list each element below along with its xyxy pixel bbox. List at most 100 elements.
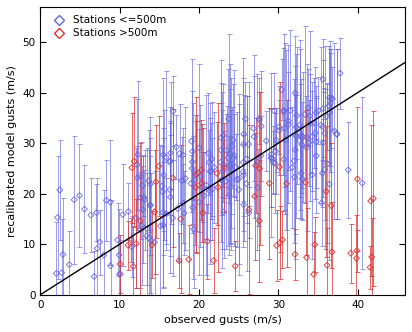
Point [276, 128, 283, 133]
Point [147, 182, 154, 187]
Point [318, 200, 325, 206]
Point [333, 131, 340, 137]
Point [232, 164, 239, 170]
Point [246, 210, 252, 215]
Point [281, 125, 288, 131]
Point [138, 223, 145, 228]
Point [291, 174, 298, 180]
Point [137, 227, 144, 232]
Point [107, 200, 114, 205]
Point [222, 179, 229, 184]
Point [114, 237, 121, 243]
Point [279, 87, 285, 92]
Point [292, 252, 298, 257]
Point [305, 105, 311, 110]
Point [293, 113, 300, 118]
Point [125, 209, 132, 214]
Point [131, 159, 138, 164]
Point [273, 137, 280, 143]
Point [194, 170, 201, 176]
Point [143, 233, 150, 239]
Point [146, 235, 152, 240]
Point [258, 124, 265, 129]
Point [309, 172, 316, 178]
Point [134, 162, 140, 167]
Point [293, 124, 300, 129]
Point [140, 195, 147, 201]
Point [318, 123, 324, 128]
Point [116, 272, 123, 277]
Point [190, 226, 197, 232]
Point [307, 121, 314, 126]
Point [129, 244, 135, 249]
Point [324, 263, 330, 268]
Point [228, 161, 234, 167]
Point [203, 183, 210, 188]
Point [199, 210, 206, 215]
Point [210, 258, 217, 263]
Point [220, 209, 227, 215]
Point [256, 117, 262, 123]
Point [258, 153, 264, 158]
Point [192, 177, 198, 183]
Point [157, 223, 164, 229]
Point [313, 153, 320, 158]
Point [298, 171, 304, 176]
Point [188, 138, 195, 144]
Point [240, 173, 247, 178]
Point [353, 248, 360, 253]
Point [250, 126, 257, 131]
Point [268, 155, 275, 160]
Point [138, 174, 144, 179]
Point [160, 152, 166, 157]
Point [240, 160, 246, 165]
Point [289, 165, 295, 170]
Point [66, 262, 73, 267]
Point [225, 155, 231, 161]
Point [93, 210, 100, 215]
Point [359, 180, 365, 186]
Point [147, 203, 154, 208]
Point [178, 178, 185, 183]
Point [223, 148, 230, 153]
Point [133, 241, 140, 246]
Point [219, 168, 226, 174]
Point [101, 253, 107, 258]
Point [309, 134, 316, 139]
Point [368, 198, 374, 204]
Point [281, 157, 287, 162]
Point [152, 179, 159, 185]
Point [299, 142, 305, 147]
Point [117, 261, 124, 267]
Point [243, 181, 250, 186]
Point [219, 177, 225, 182]
Point [296, 138, 303, 143]
Point [297, 122, 303, 127]
Point [181, 210, 187, 216]
Point [354, 176, 361, 182]
Point [310, 272, 317, 277]
Point [302, 112, 308, 117]
Point [280, 109, 287, 114]
Point [320, 140, 327, 145]
Point [236, 187, 242, 192]
Point [256, 166, 263, 171]
Point [206, 160, 213, 165]
Point [218, 147, 225, 153]
Point [145, 178, 152, 184]
Point [321, 131, 328, 136]
Point [189, 159, 196, 164]
Point [253, 163, 259, 168]
Point [163, 211, 170, 216]
Point [91, 274, 98, 279]
Point [180, 152, 186, 158]
Point [251, 194, 258, 199]
Point [161, 172, 167, 178]
Point [173, 144, 180, 150]
Point [323, 189, 330, 194]
Point [56, 188, 63, 193]
Point [292, 147, 298, 152]
Point [234, 177, 240, 182]
Point [277, 240, 283, 246]
Point [156, 163, 162, 169]
